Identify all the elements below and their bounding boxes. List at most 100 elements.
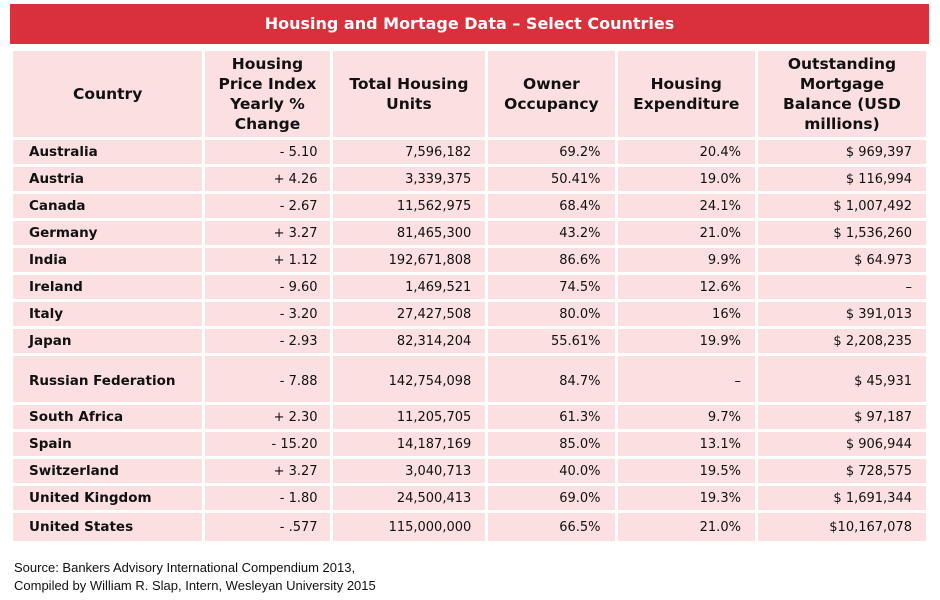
cell-hpi: + 3.27 (205, 459, 330, 483)
cell-units: 142,754,098 (332, 356, 486, 402)
cell-mortgage: $ 116,994 (757, 167, 926, 191)
cell-units: 24,500,413 (332, 486, 486, 510)
table-row: Australia - 5.10 7,596,182 69.2% 20.4% $… (13, 140, 926, 164)
cell-mortgage: $ 1,007,492 (757, 194, 926, 218)
table-row: Switzerland + 3.27 3,040,713 40.0% 19.5%… (13, 459, 926, 483)
cell-country: Japan (13, 329, 203, 353)
cell-expenditure: 19.0% (617, 167, 755, 191)
header-housing-price-index: Housing Price Index Yearly % Change (205, 51, 330, 137)
cell-owner: 66.5% (488, 513, 615, 541)
cell-hpi: + 2.30 (205, 405, 330, 429)
cell-owner: 85.0% (488, 432, 615, 456)
header-row: Country Housing Price Index Yearly % Cha… (13, 51, 926, 137)
cell-expenditure: 9.7% (617, 405, 755, 429)
cell-owner: 61.3% (488, 405, 615, 429)
cell-country: Italy (13, 302, 203, 326)
source-note: Source: Bankers Advisory International C… (14, 559, 376, 595)
cell-mortgage: $10,167,078 (757, 513, 926, 541)
cell-units: 115,000,000 (332, 513, 486, 541)
cell-units: 27,427,508 (332, 302, 486, 326)
cell-hpi: + 3.27 (205, 221, 330, 245)
cell-owner: 84.7% (488, 356, 615, 402)
cell-owner: 40.0% (488, 459, 615, 483)
table-row: United Kingdom - 1.80 24,500,413 69.0% 1… (13, 486, 926, 510)
cell-hpi: + 4.26 (205, 167, 330, 191)
cell-mortgage: $ 2,208,235 (757, 329, 926, 353)
cell-country: United Kingdom (13, 486, 203, 510)
cell-units: 14,187,169 (332, 432, 486, 456)
cell-mortgage: $ 97,187 (757, 405, 926, 429)
cell-expenditure: 21.0% (617, 221, 755, 245)
header-mortgage-balance: Outstanding Mortgage Balance (USD millio… (757, 51, 926, 137)
header-total-housing-units: Total Housing Units (332, 51, 486, 137)
cell-hpi: - 15.20 (205, 432, 330, 456)
cell-hpi: - 5.10 (205, 140, 330, 164)
cell-hpi: + 1.12 (205, 248, 330, 272)
table-title: Housing and Mortage Data – Select Countr… (10, 4, 929, 44)
cell-hpi: - 3.20 (205, 302, 330, 326)
cell-expenditure: 9.9% (617, 248, 755, 272)
table-row: Japan - 2.93 82,314,204 55.61% 19.9% $ 2… (13, 329, 926, 353)
header-country: Country (13, 51, 203, 137)
table-row: Canada - 2.67 11,562,975 68.4% 24.1% $ 1… (13, 194, 926, 218)
cell-expenditure: 16% (617, 302, 755, 326)
cell-expenditure: 21.0% (617, 513, 755, 541)
cell-country: South Africa (13, 405, 203, 429)
cell-mortgage: $ 45,931 (757, 356, 926, 402)
cell-units: 11,562,975 (332, 194, 486, 218)
cell-owner: 69.0% (488, 486, 615, 510)
cell-mortgage: $ 728,575 (757, 459, 926, 483)
cell-owner: 43.2% (488, 221, 615, 245)
table-row: Austria + 4.26 3,339,375 50.41% 19.0% $ … (13, 167, 926, 191)
cell-owner: 80.0% (488, 302, 615, 326)
table-row: Ireland - 9.60 1,469,521 74.5% 12.6% – (13, 275, 926, 299)
cell-owner: 50.41% (488, 167, 615, 191)
cell-units: 7,596,182 (332, 140, 486, 164)
cell-mortgage: $ 64.973 (757, 248, 926, 272)
table-row: Germany + 3.27 81,465,300 43.2% 21.0% $ … (13, 221, 926, 245)
housing-data-table: Country Housing Price Index Yearly % Cha… (10, 48, 929, 544)
cell-owner: 86.6% (488, 248, 615, 272)
cell-hpi: - 9.60 (205, 275, 330, 299)
cell-units: 1,469,521 (332, 275, 486, 299)
table-row: South Africa + 2.30 11,205,705 61.3% 9.7… (13, 405, 926, 429)
cell-expenditure: 19.3% (617, 486, 755, 510)
source-line: Source: Bankers Advisory International C… (14, 560, 356, 575)
cell-country: Ireland (13, 275, 203, 299)
cell-country: Russian Federation (13, 356, 203, 402)
cell-country: India (13, 248, 203, 272)
cell-units: 3,339,375 (332, 167, 486, 191)
cell-units: 192,671,808 (332, 248, 486, 272)
cell-expenditure: 19.5% (617, 459, 755, 483)
cell-expenditure: 24.1% (617, 194, 755, 218)
table-row: Spain - 15.20 14,187,169 85.0% 13.1% $ 9… (13, 432, 926, 456)
compiled-by-line: Compiled by William R. Slap, Intern, Wes… (14, 578, 376, 593)
cell-owner: 74.5% (488, 275, 615, 299)
cell-mortgage: – (757, 275, 926, 299)
cell-owner: 69.2% (488, 140, 615, 164)
cell-mortgage: $ 1,691,344 (757, 486, 926, 510)
cell-country: United States (13, 513, 203, 541)
table-row: Russian Federation - 7.88 142,754,098 84… (13, 356, 926, 402)
cell-expenditure: 12.6% (617, 275, 755, 299)
cell-hpi: - .577 (205, 513, 330, 541)
cell-expenditure: 13.1% (617, 432, 755, 456)
table-row: India + 1.12 192,671,808 86.6% 9.9% $ 64… (13, 248, 926, 272)
cell-units: 11,205,705 (332, 405, 486, 429)
cell-expenditure: 19.9% (617, 329, 755, 353)
cell-country: Austria (13, 167, 203, 191)
cell-hpi: - 2.67 (205, 194, 330, 218)
cell-expenditure: 20.4% (617, 140, 755, 164)
header-housing-expenditure: Housing Expenditure (617, 51, 755, 137)
cell-units: 81,465,300 (332, 221, 486, 245)
cell-owner: 68.4% (488, 194, 615, 218)
cell-country: Canada (13, 194, 203, 218)
cell-country: Germany (13, 221, 203, 245)
table-row: Italy - 3.20 27,427,508 80.0% 16% $ 391,… (13, 302, 926, 326)
cell-country: Australia (13, 140, 203, 164)
cell-hpi: - 7.88 (205, 356, 330, 402)
cell-mortgage: $ 1,536,260 (757, 221, 926, 245)
cell-hpi: - 1.80 (205, 486, 330, 510)
cell-mortgage: $ 906,944 (757, 432, 926, 456)
header-owner-occupancy: Owner Occupancy (488, 51, 615, 137)
